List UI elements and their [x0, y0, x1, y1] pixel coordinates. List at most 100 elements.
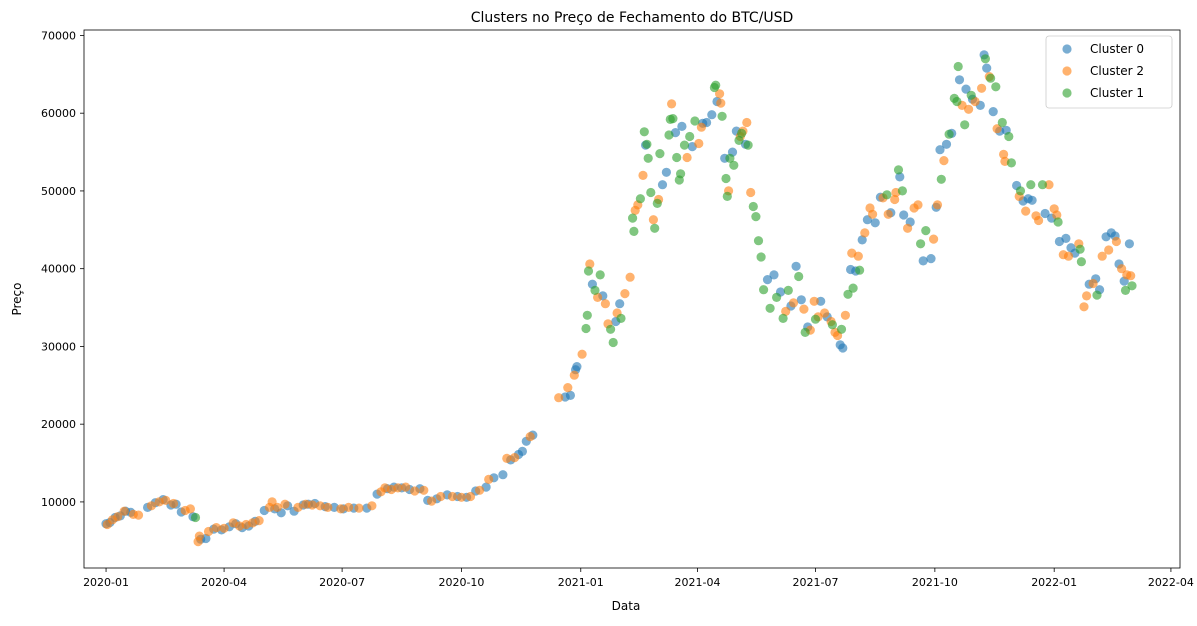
data-point [336, 504, 346, 514]
y-axis-label: Preço [10, 282, 24, 315]
data-point [657, 180, 668, 190]
data-point [711, 80, 721, 90]
legend: Cluster 0 Cluster 2 Cluster 1 [1045, 35, 1173, 109]
data-point [769, 270, 779, 280]
data-point [652, 198, 662, 208]
points-layer [101, 50, 1137, 547]
x-tick-label: 2020-04 [201, 576, 247, 589]
data-point [525, 432, 535, 442]
data-point [595, 270, 605, 280]
data-point [929, 234, 939, 244]
data-point [882, 190, 892, 200]
data-point [1126, 271, 1136, 281]
data-point [1004, 131, 1014, 142]
data-point [646, 187, 656, 198]
legend-marker [1062, 66, 1072, 76]
data-point [765, 303, 775, 313]
data-point [293, 502, 303, 512]
data-point [211, 523, 221, 533]
data-point [921, 226, 931, 236]
x-axis: 2020-01 2020-04 2020-07 2020-10 2021-01 2021-… [83, 568, 1194, 589]
data-point [753, 236, 764, 246]
data-point [1079, 302, 1089, 312]
data-point [447, 491, 457, 502]
data-point [953, 61, 963, 72]
data-point [517, 446, 528, 456]
legend-marker [1062, 88, 1072, 98]
data-point [629, 226, 639, 236]
data-point [650, 223, 660, 233]
series-cluster-1 [190, 54, 1137, 523]
data-point [585, 259, 595, 269]
data-point [616, 313, 626, 323]
data-point [615, 299, 625, 309]
y-tick-label: 20000 [41, 418, 76, 431]
data-point [113, 512, 123, 522]
data-point [991, 82, 1001, 92]
data-point [794, 271, 804, 282]
x-tick-label: 2020-01 [83, 576, 129, 589]
data-point [1037, 180, 1048, 190]
data-point [762, 275, 773, 285]
data-point [667, 99, 677, 109]
data-point [796, 295, 806, 305]
y-tick-label: 50000 [41, 185, 76, 198]
data-point [897, 186, 908, 196]
chart-title: Clusters no Preço de Fechamento do BTC/U… [471, 10, 794, 26]
data-point [600, 299, 611, 309]
data-point [146, 501, 156, 511]
y-tick-label: 10000 [41, 496, 76, 509]
x-tick-label: 2022-01 [1031, 576, 1077, 589]
data-point [890, 194, 900, 205]
legend-label: Cluster 1 [1090, 86, 1144, 100]
data-point [783, 285, 793, 295]
data-point [1061, 233, 1071, 243]
data-point [725, 153, 735, 163]
data-point [577, 349, 587, 359]
data-point [563, 383, 573, 393]
data-point [827, 320, 838, 330]
x-tick-label: 2022-04 [1148, 576, 1194, 589]
y-tick-label: 30000 [41, 340, 76, 353]
data-point [1063, 251, 1074, 261]
data-point [628, 213, 638, 223]
data-point [194, 531, 204, 541]
data-point [254, 516, 264, 526]
plot-frame [83, 29, 1181, 569]
data-point [475, 485, 485, 495]
data-point [272, 502, 282, 512]
data-point [848, 283, 858, 293]
data-point [694, 138, 704, 149]
data-point [565, 390, 576, 400]
data-point [982, 63, 992, 73]
data-point [838, 343, 848, 353]
data-point [307, 500, 317, 510]
data-point [977, 83, 987, 93]
data-point [1092, 290, 1102, 300]
data-point [677, 121, 687, 131]
data-point [860, 228, 870, 238]
data-point [997, 117, 1007, 128]
data-point [843, 289, 853, 299]
data-point [816, 296, 826, 306]
data-point [743, 140, 753, 150]
data-point [961, 84, 971, 94]
series-cluster-2 [102, 72, 1136, 547]
data-point [590, 285, 600, 295]
data-point [498, 470, 508, 480]
data-point [939, 156, 949, 166]
data-point [419, 485, 429, 495]
data-point [280, 499, 290, 509]
data-point [648, 215, 659, 225]
data-point [1124, 239, 1134, 249]
series-cluster-0 [101, 50, 1134, 544]
data-point [772, 292, 782, 302]
data-point [899, 210, 909, 220]
data-point [593, 292, 603, 302]
data-point [992, 124, 1002, 134]
data-point [639, 127, 649, 137]
data-point [168, 498, 179, 509]
data-point [554, 393, 564, 403]
